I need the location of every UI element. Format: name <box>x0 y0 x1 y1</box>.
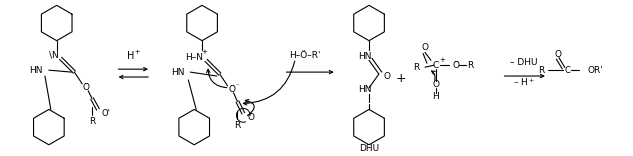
Text: R: R <box>234 121 241 130</box>
Text: HN: HN <box>171 68 184 77</box>
Text: +: + <box>395 71 406 85</box>
Text: \N: \N <box>49 51 59 60</box>
Text: HN: HN <box>30 66 43 75</box>
Text: R: R <box>413 63 419 72</box>
Text: O: O <box>383 72 390 80</box>
Text: – DHU: – DHU <box>510 58 538 67</box>
Text: DHU: DHU <box>359 144 379 153</box>
Text: HN: HN <box>358 85 372 94</box>
Text: R: R <box>467 61 473 70</box>
Text: +: + <box>201 49 207 56</box>
Text: Ō: Ō <box>228 85 235 94</box>
Text: H–Ö–R': H–Ö–R' <box>289 51 321 60</box>
Text: – H$^+$: – H$^+$ <box>513 76 536 88</box>
Text: Ȯ: Ȯ <box>248 113 254 122</box>
Text: R: R <box>537 66 544 75</box>
Text: H$^+$: H$^+$ <box>125 49 141 62</box>
Text: C: C <box>433 61 439 70</box>
Text: O: O <box>432 80 439 89</box>
Text: OR': OR' <box>587 66 603 75</box>
Text: O: O <box>554 50 561 59</box>
Text: R: R <box>89 117 95 126</box>
Text: Ō: Ō <box>83 83 90 92</box>
Text: O: O <box>422 43 429 52</box>
Text: H: H <box>432 92 439 101</box>
Text: O': O' <box>102 109 111 118</box>
Text: Ō: Ō <box>453 61 460 70</box>
Text: +: + <box>439 57 444 63</box>
Text: C: C <box>565 66 570 75</box>
Text: ⁻: ⁻ <box>235 83 239 89</box>
Text: HN: HN <box>358 52 372 61</box>
Text: H–N: H–N <box>185 53 203 62</box>
